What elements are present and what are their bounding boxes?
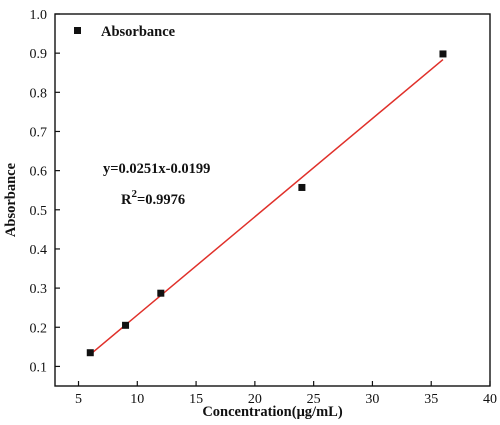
data-point <box>86 349 94 357</box>
r-squared-superscript: 2 <box>131 188 137 200</box>
x-axis-title: Concentration(μg/mL) <box>202 404 342 420</box>
x-tick-label: 15 <box>189 392 203 407</box>
y-tick-label: 0.5 <box>30 204 48 219</box>
x-tick-label: 25 <box>307 392 321 407</box>
r-squared: R2=0.9976 <box>121 188 185 208</box>
y-tick-label: 0.6 <box>30 165 48 180</box>
data-point <box>298 183 306 191</box>
r-squared-value: =0.9976 <box>137 192 185 208</box>
data-point <box>439 50 447 58</box>
x-tick-label: 30 <box>365 392 379 407</box>
y-tick-label: 0.1 <box>30 360 48 375</box>
x-tick-label: 10 <box>130 392 144 407</box>
axis-ticks <box>55 13 491 386</box>
y-tick-label: 0.7 <box>30 125 48 140</box>
y-tick-label: 1.0 <box>30 8 48 23</box>
linear-fit-line <box>89 58 444 355</box>
y-tick-labels: 0.1 0.2 0.3 0.4 0.5 0.6 0.7 0.8 0.9 1.0 <box>30 8 48 375</box>
y-tick-label: 0.4 <box>30 243 48 258</box>
plot-frame <box>54 13 491 387</box>
data-points <box>86 50 447 357</box>
x-tick-label: 20 <box>248 392 262 407</box>
x-tick-label: 35 <box>424 392 438 407</box>
x-tick-labels: 5 10 15 20 25 30 35 40 <box>75 392 497 407</box>
y-tick-label: 0.2 <box>30 321 48 336</box>
data-point <box>122 321 130 329</box>
y-axis-title: Absorbance <box>3 162 19 237</box>
legend-label: Absorbance <box>101 24 176 40</box>
r-squared-prefix: R <box>121 192 132 208</box>
x-tick-label: 40 <box>483 392 497 407</box>
y-tick-label: 0.3 <box>30 282 48 297</box>
legend-marker <box>74 27 81 34</box>
x-tick-label: 5 <box>75 392 82 407</box>
fit-equation: y=0.0251x-0.0199 <box>103 161 210 177</box>
y-tick-label: 0.9 <box>30 47 48 62</box>
data-point <box>157 289 165 297</box>
y-tick-label: 0.8 <box>30 86 48 101</box>
